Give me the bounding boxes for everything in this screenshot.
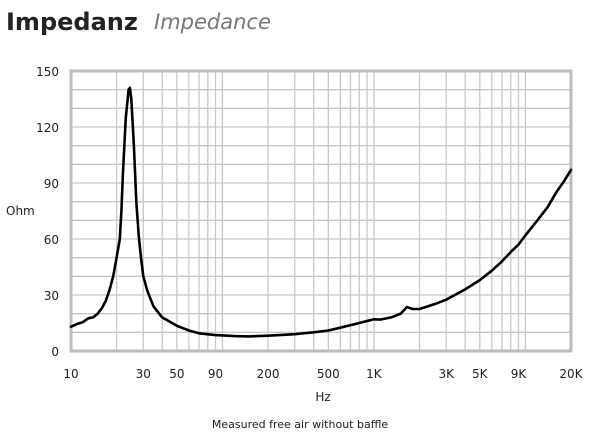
y-tick-label: 150 [36,65,59,79]
y-tick-label: 120 [36,121,59,135]
chart-title: Impedanz [6,8,138,36]
impedance-curve [69,86,573,338]
x-tick-label: 10 [63,367,78,381]
x-tick-label: 500 [317,367,340,381]
measurement-note: Measured free air without baffle [211,418,389,431]
y-ticks: 0 30 60 90 120 150 [36,65,59,359]
plot-frame [69,69,573,353]
x-tick-label: 5K [472,367,489,381]
x-tick-label: 3K [438,367,455,381]
x-tick-label: 200 [257,367,280,381]
x-tick-label: 9K [511,367,528,381]
y-tick-label: 60 [44,233,59,247]
y-axis-label: Ohm [6,204,35,218]
x-tick-label: 30 [136,367,151,381]
y-tick-label: 90 [44,177,59,191]
y-tick-label: 0 [51,345,59,359]
x-tick-label: 50 [169,367,184,381]
x-tick-label: 90 [208,367,223,381]
grid [71,71,571,351]
chart-subtitle: Impedance [154,10,271,34]
x-axis-label: Hz [315,390,330,404]
x-tick-label: 20K [559,367,583,381]
x-ticks: 10 30 50 90 200 500 1K 3K 5K 9K 20K [63,367,583,381]
x-tick-label: 1K [366,367,383,381]
y-tick-label: 30 [44,289,59,303]
